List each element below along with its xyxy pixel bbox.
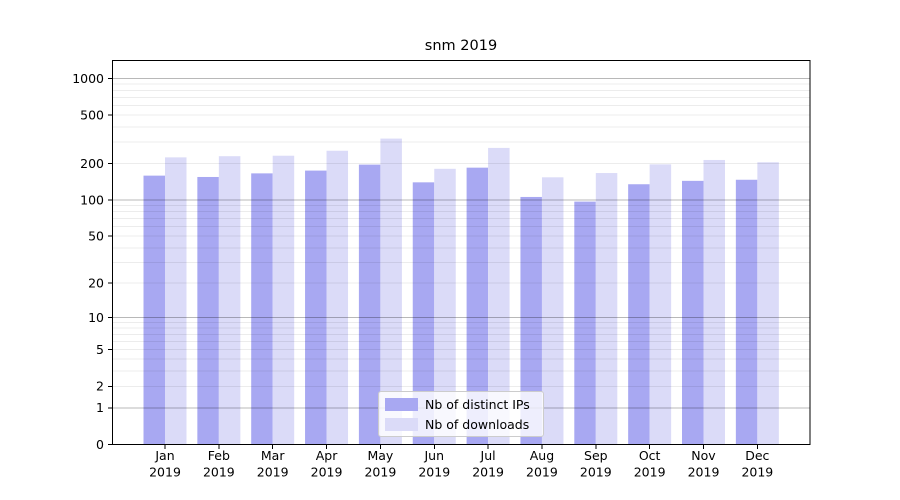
bar-downloads-jun xyxy=(434,168,456,445)
x-tick-label-year: 2019 xyxy=(472,465,504,480)
bar-downloads-mar xyxy=(272,155,295,445)
x-tick-label-year: 2019 xyxy=(688,465,720,480)
bar-downloads-jul xyxy=(488,147,510,445)
bar-distinct-ips-aug xyxy=(520,196,542,445)
y-tick-label: 20 xyxy=(88,276,104,291)
legend-label-downloads: Nb of downloads xyxy=(425,417,530,432)
x-tick-label-year: 2019 xyxy=(741,465,773,480)
bar-downloads-feb xyxy=(218,156,241,445)
legend-item-distinct-ips: Nb of distinct IPs xyxy=(385,398,534,411)
x-tick-label-month: Aug xyxy=(530,448,554,463)
x-tick-label-month: Feb xyxy=(208,448,230,463)
y-tick-label: 2 xyxy=(96,379,104,394)
bar-distinct-ips-feb xyxy=(197,176,219,445)
legend-swatch-downloads xyxy=(385,418,418,431)
legend-item-downloads: Nb of downloads xyxy=(385,418,534,431)
bar-distinct-ips-oct xyxy=(628,184,650,445)
x-tick-label-year: 2019 xyxy=(364,465,396,480)
x-tick-label-month: Dec xyxy=(745,448,769,463)
x-tick-label-month: Jan xyxy=(154,448,174,463)
legend-label-distinct-ips: Nb of distinct IPs xyxy=(425,397,530,412)
x-tick-label-month: Jul xyxy=(480,448,496,463)
x-tick-label-month: May xyxy=(367,448,393,463)
bar-distinct-ips-sep xyxy=(574,201,596,445)
bar-downloads-may xyxy=(380,138,402,445)
x-tick-label-month: Mar xyxy=(261,448,285,463)
chart-title: snm 2019 xyxy=(424,38,498,54)
x-tick-label-year: 2019 xyxy=(526,465,558,480)
x-tick-label-year: 2019 xyxy=(634,465,666,480)
bar-distinct-ips-jan xyxy=(143,175,165,445)
bar-downloads-oct xyxy=(649,164,672,445)
y-tick-label: 1000 xyxy=(72,71,104,86)
y-tick-label: 0 xyxy=(96,437,104,452)
x-tick-label-month: Apr xyxy=(316,448,338,463)
x-tick-label-year: 2019 xyxy=(203,465,235,480)
y-tick-label: 5 xyxy=(96,342,104,357)
bar-downloads-sep xyxy=(595,173,618,445)
bar-distinct-ips-apr xyxy=(305,170,327,445)
bar-distinct-ips-mar xyxy=(251,173,273,445)
bar-distinct-ips-jul xyxy=(466,167,489,445)
x-tick-label-year: 2019 xyxy=(311,465,343,480)
bar-distinct-ips-may xyxy=(358,164,381,445)
legend: Nb of distinct IPs Nb of downloads xyxy=(378,391,544,437)
y-tick-label: 200 xyxy=(80,156,104,171)
bar-downloads-apr xyxy=(326,150,349,445)
y-tick-label: 1 xyxy=(96,400,104,415)
x-tick-label-year: 2019 xyxy=(580,465,612,480)
x-tick-label-month: Sep xyxy=(584,448,608,463)
bar-downloads-jan xyxy=(165,157,187,445)
x-tick-label-year: 2019 xyxy=(418,465,450,480)
plot-border xyxy=(112,60,811,445)
bar-downloads-dec xyxy=(757,162,779,445)
y-tick-label: 500 xyxy=(80,107,104,122)
x-tick-label-month: Jun xyxy=(423,448,444,463)
x-tick-label-year: 2019 xyxy=(149,465,181,480)
y-tick-label: 10 xyxy=(88,310,104,325)
y-tick-label: 50 xyxy=(88,229,104,244)
bar-distinct-ips-jun xyxy=(412,182,435,445)
y-tick-label: 100 xyxy=(80,192,104,207)
bar-distinct-ips-dec xyxy=(735,179,758,445)
bar-downloads-aug xyxy=(541,177,564,445)
bar-distinct-ips-nov xyxy=(682,180,704,445)
legend-swatch-distinct-ips xyxy=(385,398,418,411)
x-tick-label-month: Oct xyxy=(639,448,661,463)
x-tick-label-month: Nov xyxy=(691,448,716,463)
bar-downloads-nov xyxy=(703,159,725,445)
x-tick-label-year: 2019 xyxy=(257,465,289,480)
